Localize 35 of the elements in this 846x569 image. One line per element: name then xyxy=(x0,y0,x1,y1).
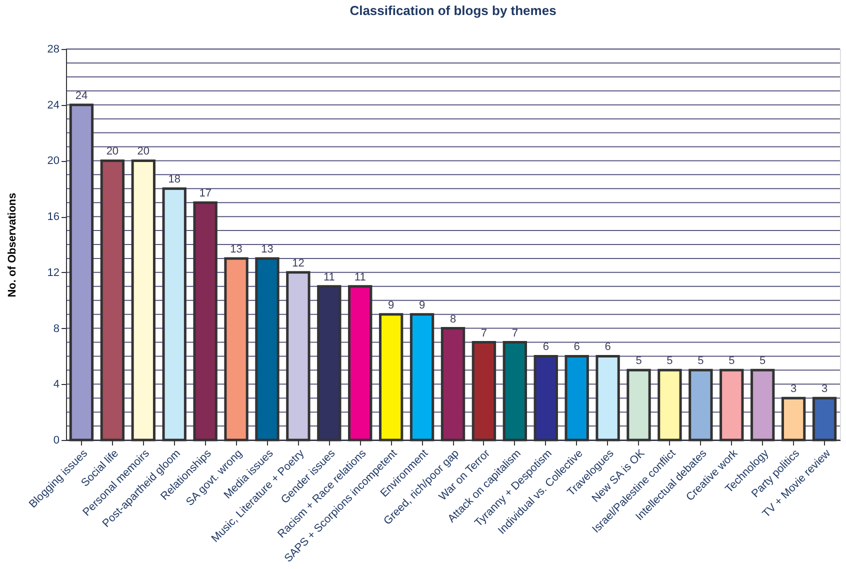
data-label: 11 xyxy=(323,271,335,284)
y-tick-label: 12 xyxy=(47,266,60,279)
data-label: 13 xyxy=(261,243,274,256)
y-axis-title: No. of Observations xyxy=(6,192,18,298)
y-tick-label: 16 xyxy=(47,211,60,224)
data-label: 13 xyxy=(230,243,242,256)
data-label: 20 xyxy=(137,146,150,158)
data-label: 3 xyxy=(790,383,797,396)
data-label: 5 xyxy=(636,355,642,368)
y-tick-label: 20 xyxy=(47,155,60,168)
data-label: 5 xyxy=(698,355,704,368)
data-label: 9 xyxy=(388,299,394,312)
y-tick-label: 24 xyxy=(47,99,60,112)
data-label: 5 xyxy=(728,355,735,368)
data-label: 12 xyxy=(292,257,304,270)
y-tick-label: 4 xyxy=(53,378,60,391)
data-label: 6 xyxy=(542,341,549,354)
y-tick-label: 8 xyxy=(53,322,60,335)
data-label: 7 xyxy=(480,327,488,340)
data-label: 3 xyxy=(821,383,828,396)
y-tick-label: 0 xyxy=(53,434,60,446)
data-label: 20 xyxy=(106,146,119,158)
y-tick-label: 28 xyxy=(47,44,60,56)
data-label: 24 xyxy=(75,90,88,102)
data-label: 8 xyxy=(450,313,456,326)
data-label: 5 xyxy=(760,355,766,368)
chart-title: Classification of blogs by themes xyxy=(350,3,556,18)
data-label: 7 xyxy=(512,327,518,340)
data-label: 5 xyxy=(666,355,673,368)
data-label: 6 xyxy=(574,341,580,354)
data-label: 11 xyxy=(354,271,366,284)
data-label: 17 xyxy=(199,188,212,200)
data-label: 9 xyxy=(418,299,426,312)
data-label: 18 xyxy=(168,174,180,186)
data-label: 6 xyxy=(604,341,611,354)
